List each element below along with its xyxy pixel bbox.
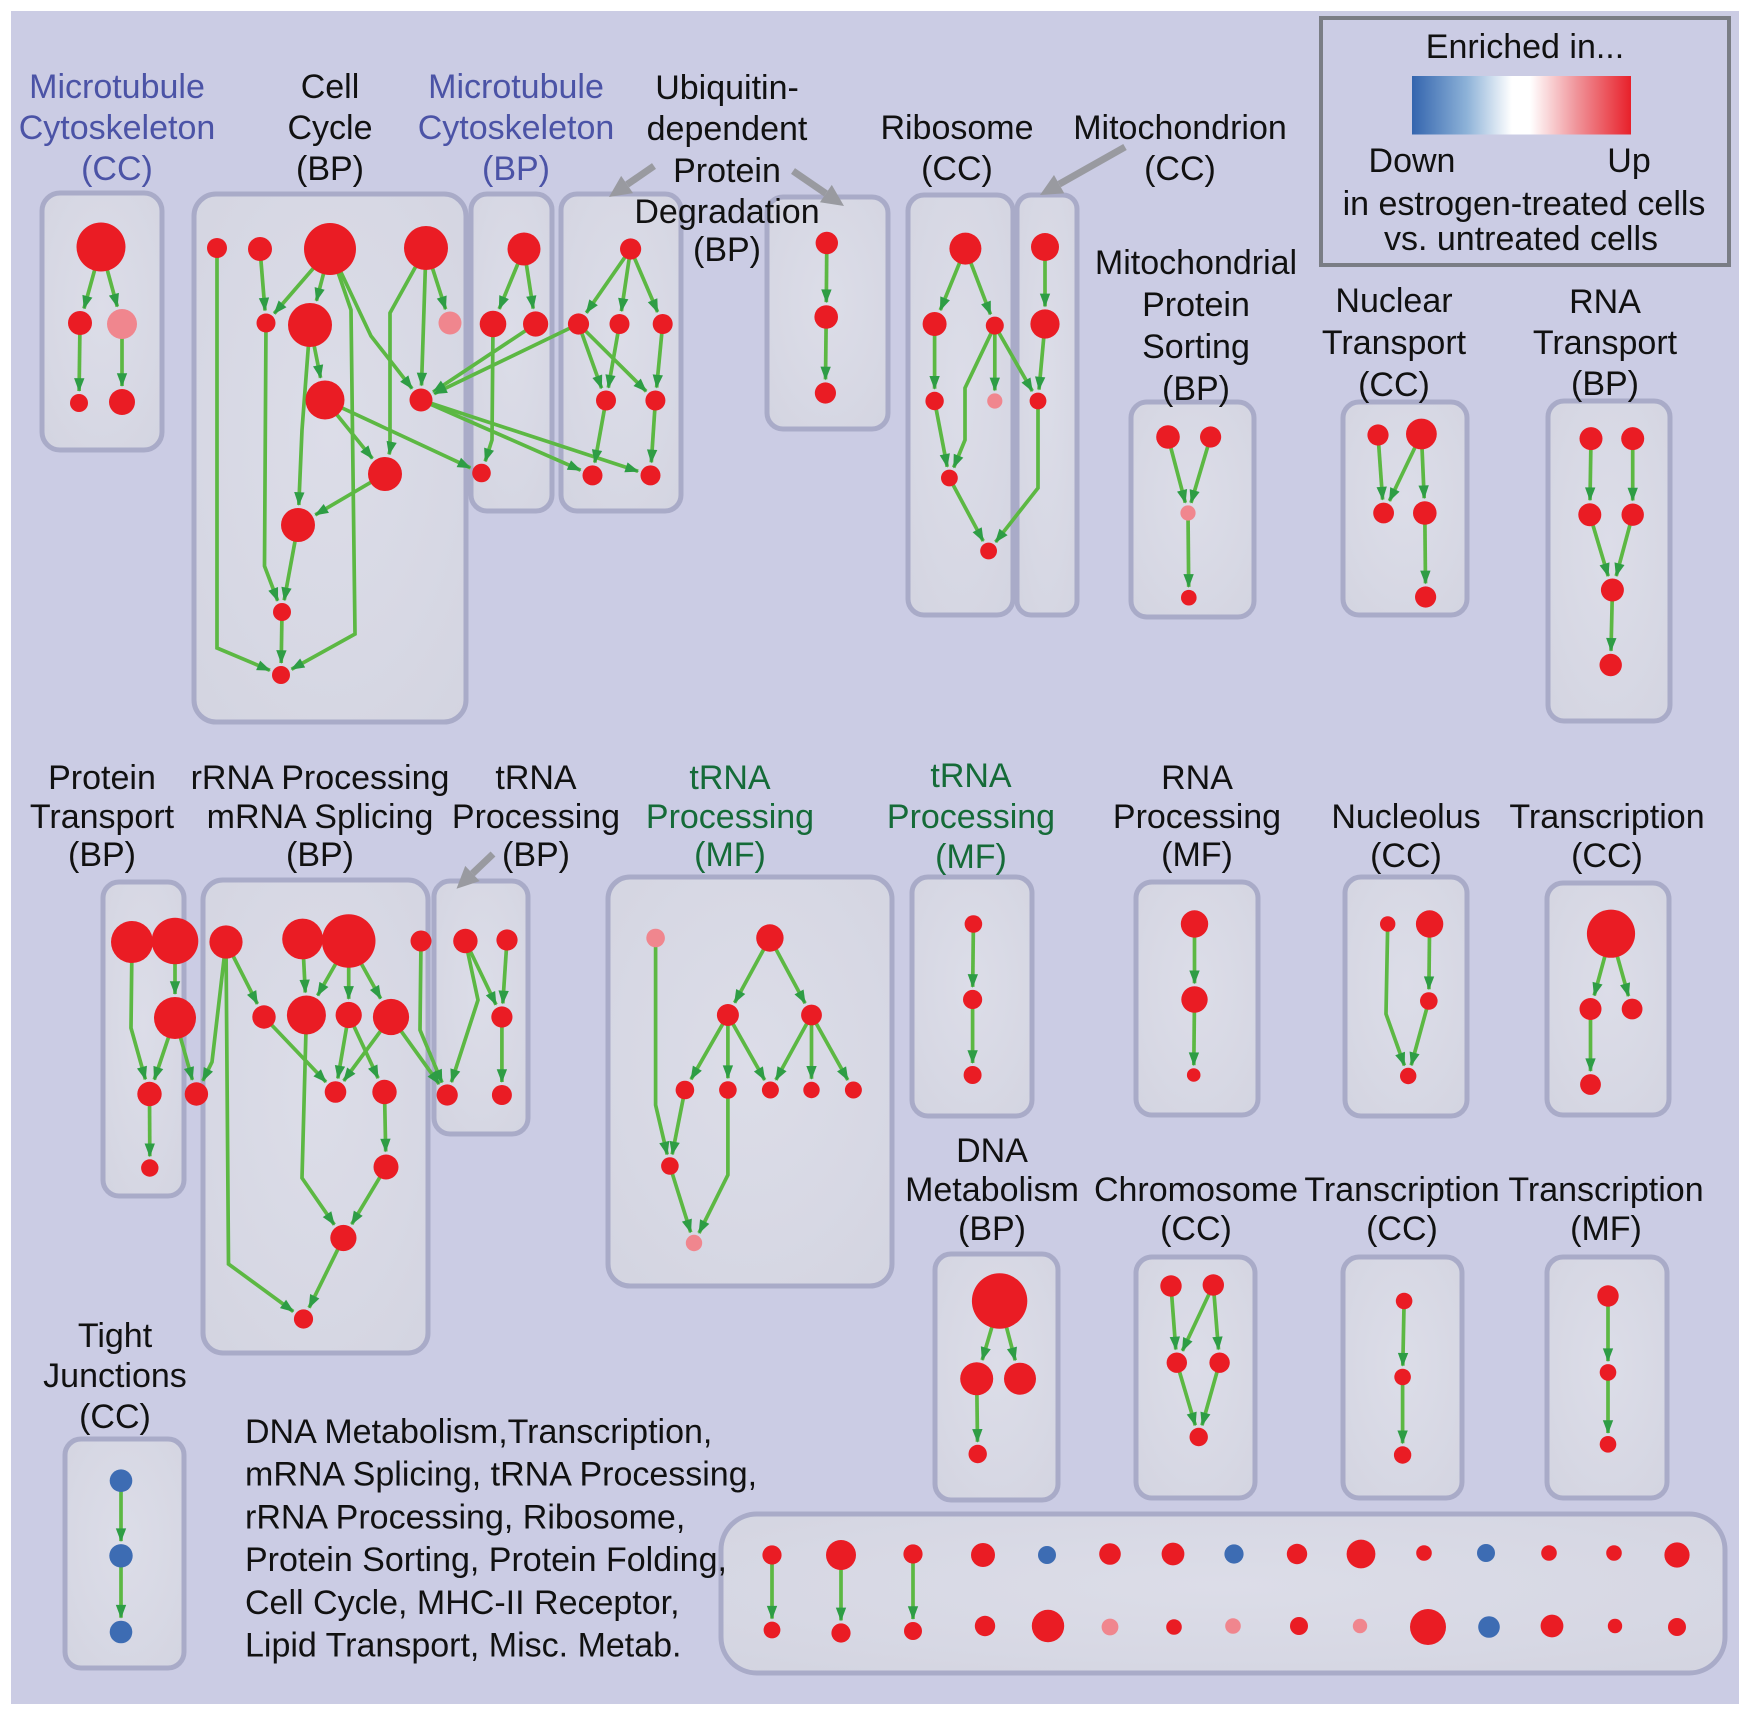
svg-text:RNA: RNA — [1569, 283, 1641, 321]
svg-text:Chromosome: Chromosome — [1094, 1171, 1298, 1209]
svg-text:Transcription: Transcription — [1304, 1171, 1499, 1209]
svg-text:(BP): (BP) — [502, 836, 570, 874]
svg-text:tRNA: tRNA — [495, 759, 577, 797]
svg-text:Sorting: Sorting — [1142, 328, 1250, 366]
svg-text:rRNA Processing: rRNA Processing — [191, 759, 450, 797]
svg-text:Lipid Transport, Misc. Metab.: Lipid Transport, Misc. Metab. — [245, 1627, 682, 1665]
svg-text:dependent: dependent — [647, 110, 808, 148]
svg-text:(MF): (MF) — [935, 838, 1007, 876]
svg-text:Junctions: Junctions — [43, 1357, 187, 1395]
svg-text:(CC): (CC) — [81, 150, 153, 188]
svg-text:tRNA: tRNA — [689, 759, 771, 797]
svg-text:Down: Down — [1369, 142, 1456, 180]
svg-text:Microtubule: Microtubule — [428, 68, 604, 106]
svg-text:rRNA Processing, Ribosome,: rRNA Processing, Ribosome, — [245, 1498, 685, 1536]
svg-text:Enriched in...: Enriched in... — [1426, 28, 1624, 66]
svg-text:Transport: Transport — [30, 798, 175, 836]
svg-text:(CC): (CC) — [1366, 1210, 1438, 1248]
svg-text:Degradation: Degradation — [634, 193, 819, 231]
svg-text:(CC): (CC) — [1160, 1210, 1232, 1248]
svg-text:Mitochondrial: Mitochondrial — [1095, 244, 1297, 282]
svg-text:(BP): (BP) — [958, 1210, 1026, 1248]
svg-text:Processing: Processing — [646, 798, 814, 836]
svg-text:Cell Cycle, MHC-II Receptor,: Cell Cycle, MHC-II Receptor, — [245, 1584, 680, 1622]
svg-text:(CC): (CC) — [1571, 837, 1643, 875]
svg-text:Cytoskeleton: Cytoskeleton — [19, 109, 216, 147]
svg-text:Protein: Protein — [1142, 286, 1250, 324]
svg-text:(MF): (MF) — [1161, 836, 1233, 874]
svg-text:Protein: Protein — [673, 152, 781, 190]
svg-text:(CC): (CC) — [921, 150, 993, 188]
svg-text:(MF): (MF) — [694, 836, 766, 874]
svg-text:(BP): (BP) — [286, 836, 354, 874]
svg-text:Processing: Processing — [887, 798, 1055, 836]
svg-text:(CC): (CC) — [1358, 366, 1430, 404]
svg-text:(BP): (BP) — [1571, 365, 1639, 403]
svg-text:RNA: RNA — [1161, 759, 1233, 797]
svg-text:(BP): (BP) — [68, 836, 136, 874]
svg-text:Transport: Transport — [1533, 324, 1678, 362]
svg-text:Cycle: Cycle — [287, 109, 372, 147]
svg-text:(BP): (BP) — [296, 150, 364, 188]
svg-text:vs. untreated cells: vs. untreated cells — [1384, 220, 1658, 258]
svg-text:(CC): (CC) — [79, 1398, 151, 1436]
svg-text:(BP): (BP) — [693, 231, 761, 269]
svg-text:Cytoskeleton: Cytoskeleton — [418, 109, 615, 147]
svg-text:Tight: Tight — [78, 1317, 153, 1355]
svg-text:Ubiquitin-: Ubiquitin- — [655, 69, 799, 107]
svg-text:Transcription: Transcription — [1509, 798, 1704, 836]
svg-text:Mitochondrion: Mitochondrion — [1073, 109, 1287, 147]
svg-text:Nuclear: Nuclear — [1335, 282, 1452, 320]
svg-text:Protein Sorting, Protein Foldi: Protein Sorting, Protein Folding, — [245, 1541, 727, 1579]
svg-text:Cell: Cell — [301, 68, 360, 106]
svg-text:Transport: Transport — [1322, 324, 1467, 362]
svg-text:Processing: Processing — [1113, 798, 1281, 836]
svg-text:(MF): (MF) — [1570, 1210, 1642, 1248]
svg-text:Microtubule: Microtubule — [29, 68, 205, 106]
svg-text:Transcription: Transcription — [1508, 1171, 1703, 1209]
svg-text:Metabolism: Metabolism — [905, 1171, 1079, 1209]
svg-text:mRNA Splicing, tRNA Processing: mRNA Splicing, tRNA Processing, — [245, 1456, 757, 1494]
svg-text:(BP): (BP) — [482, 150, 550, 188]
svg-text:DNA Metabolism,Transcription,: DNA Metabolism,Transcription, — [245, 1413, 712, 1451]
svg-text:Up: Up — [1607, 142, 1650, 180]
svg-text:tRNA: tRNA — [930, 757, 1012, 795]
svg-text:Protein: Protein — [48, 759, 156, 797]
svg-text:(CC): (CC) — [1370, 837, 1442, 875]
svg-text:Nucleolus: Nucleolus — [1331, 798, 1480, 836]
svg-text:Processing: Processing — [452, 798, 620, 836]
svg-text:Ribosome: Ribosome — [880, 109, 1033, 147]
svg-text:in estrogen-treated cells: in estrogen-treated cells — [1343, 185, 1706, 223]
svg-text:(CC): (CC) — [1144, 150, 1216, 188]
svg-text:DNA: DNA — [956, 1132, 1028, 1170]
svg-text:mRNA Splicing: mRNA Splicing — [207, 798, 434, 836]
svg-text:(BP): (BP) — [1162, 370, 1230, 408]
